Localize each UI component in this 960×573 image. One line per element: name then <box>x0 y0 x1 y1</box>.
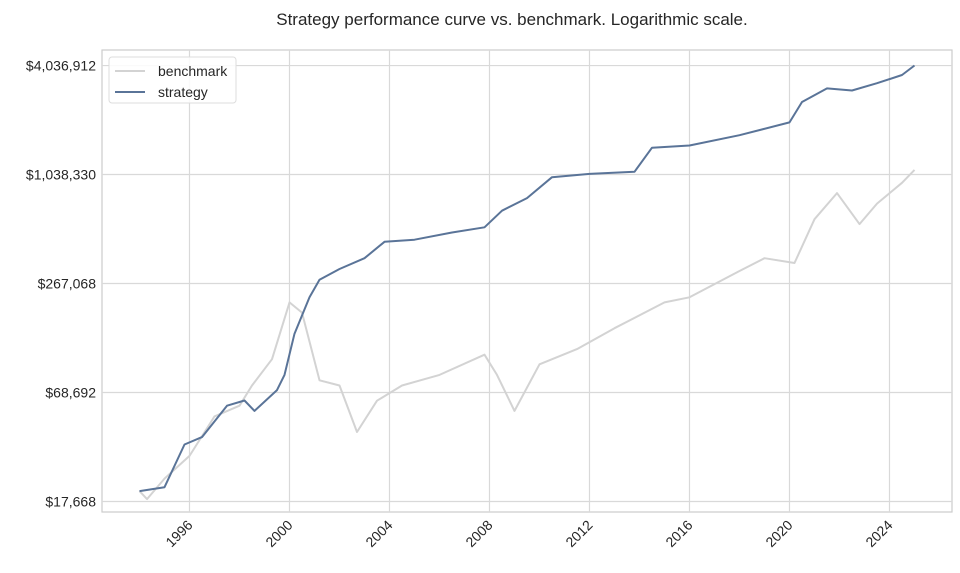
x-tick-label: 2020 <box>762 517 795 550</box>
x-tick-label: 2024 <box>862 517 895 550</box>
x-tick-label: 2000 <box>262 517 295 550</box>
y-tick-label: $267,068 <box>38 276 97 292</box>
legend-strategy-label: strategy <box>158 84 208 100</box>
x-tick-label: 2012 <box>562 517 595 550</box>
x-tick-label: 1996 <box>162 517 195 550</box>
x-tick-label: 2016 <box>662 517 695 550</box>
y-tick-label: $4,036,912 <box>26 58 96 74</box>
series-line-strategy <box>139 64 916 493</box>
x-tick-label: 2008 <box>462 517 495 550</box>
series-line-benchmark <box>138 169 916 501</box>
legend: benchmark strategy <box>108 56 237 104</box>
chart-title: Strategy performance curve vs. benchmark… <box>276 10 747 29</box>
x-tick-label: 2004 <box>362 517 395 550</box>
y-tick-label: $68,692 <box>45 385 96 401</box>
y-tick-label: $17,668 <box>45 493 96 509</box>
legend-benchmark-label: benchmark <box>158 63 228 79</box>
y-tick-label: $1,038,330 <box>26 167 96 183</box>
plot-area <box>101 49 953 513</box>
